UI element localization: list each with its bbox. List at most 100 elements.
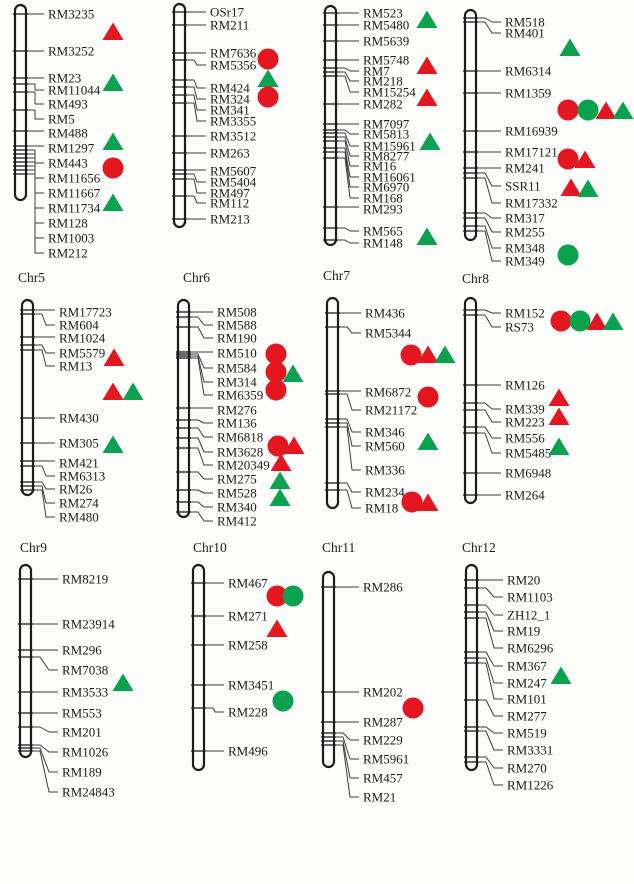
- marker-label: RM274: [59, 496, 99, 511]
- qtl-red-triangle: [416, 56, 438, 74]
- marker-label: RM277: [507, 709, 547, 724]
- marker-label: RM263: [210, 146, 250, 161]
- leader-line: [28, 91, 44, 105]
- marker-label: RM496: [228, 744, 268, 759]
- qtl-red-circle: [265, 343, 287, 365]
- qtl-red-triangle: [548, 388, 570, 406]
- qtl-red-triangle: [270, 453, 292, 471]
- leader-line: [338, 71, 359, 82]
- chromosome-bar: [321, 570, 336, 769]
- leader-line: [479, 761, 503, 786]
- leader-line: [479, 756, 503, 769]
- qtl-red-triangle: [283, 436, 305, 454]
- leader-line: [479, 730, 503, 751]
- marker-label: RM421: [59, 456, 99, 471]
- leader-line: [33, 747, 58, 773]
- chromosome-label: Chr12: [462, 540, 496, 555]
- marker-label: RM201: [62, 725, 102, 740]
- marker-label: RM17121: [505, 145, 558, 160]
- marker-label: RM430: [59, 411, 99, 426]
- marker-label: RM346: [365, 425, 405, 440]
- marker-label: RM508: [217, 305, 257, 320]
- leader-line: [338, 75, 359, 93]
- leader-line: [340, 426, 361, 471]
- leader-line: [28, 161, 44, 209]
- qtl-red-triangle: [417, 345, 439, 363]
- qtl-green-triangle: [434, 345, 456, 363]
- marker-label: RM340: [217, 500, 257, 515]
- marker-label: RM3235: [48, 7, 94, 22]
- marker-label: RM510: [217, 346, 257, 361]
- leader-line: [478, 230, 501, 262]
- qtl-red-circle: [257, 48, 279, 70]
- marker-label: RM5480: [363, 18, 409, 33]
- qtl-red-circle: [257, 86, 279, 108]
- qtl-red-circle: [550, 310, 572, 332]
- marker-label: RM241: [505, 161, 545, 176]
- leader-line: [191, 357, 213, 396]
- marker-label: RM314: [217, 375, 257, 390]
- marker-label: RM23: [48, 71, 81, 86]
- marker-label: RM305: [59, 436, 99, 451]
- qtl-green-triangle: [416, 227, 438, 245]
- marker-label: RM457: [363, 771, 403, 786]
- marker-label: RM286: [363, 580, 403, 595]
- marker-label: RM6948: [505, 466, 551, 481]
- marker-label: RM412: [217, 514, 257, 529]
- qtl-red-circle: [267, 435, 289, 457]
- marker-label: RS73: [505, 320, 534, 335]
- chromosome-bar: [172, 2, 187, 229]
- leader-line: [478, 172, 501, 187]
- leader-line: [33, 750, 58, 793]
- marker-label: RM5579: [59, 346, 105, 361]
- leader-line: [191, 316, 213, 326]
- marker-label: RM5404: [210, 175, 257, 190]
- marker-label: RM436: [365, 306, 405, 321]
- leader-line: [187, 79, 206, 89]
- marker-label: RM11044: [48, 83, 101, 98]
- qtl-green-triangle: [417, 432, 439, 450]
- marker-label: RM493: [48, 97, 88, 112]
- marker-label: RM336: [365, 463, 405, 478]
- marker-label: RM523: [363, 6, 403, 21]
- marker-label: RM16939: [505, 124, 558, 139]
- leader-line: [479, 699, 503, 717]
- marker-label: RM3451: [228, 678, 274, 693]
- qtl-red-triangle: [266, 619, 288, 637]
- leader-line: [28, 169, 44, 239]
- marker-label: RM5639: [363, 34, 409, 49]
- chromosome-bar: [463, 296, 478, 505]
- marker-label: RM518: [505, 15, 545, 30]
- marker-label: RM7: [363, 64, 390, 79]
- marker-label: RM588: [217, 318, 257, 333]
- marker-label: RM168: [363, 191, 403, 206]
- qtl-red-triangle: [103, 348, 125, 366]
- marker-label: RM519: [507, 726, 547, 741]
- qtl-green-triangle: [122, 382, 144, 400]
- marker-label: RM190: [217, 331, 257, 346]
- leader-line: [336, 744, 359, 798]
- marker-label: RM5748: [363, 53, 409, 68]
- leader-line: [191, 437, 213, 453]
- leader-line: [187, 59, 206, 66]
- marker-label: RM6359: [217, 388, 263, 403]
- marker-label: RM20349: [217, 458, 270, 473]
- chromosome-chr10: Chr10 RM467 RM271 RM258 RM3451 RM228 RM496: [191, 540, 304, 772]
- marker-label: RM424: [210, 81, 250, 96]
- leader-line: [35, 489, 55, 518]
- qtl-green-triangle: [269, 488, 291, 506]
- qtl-red-triangle: [560, 178, 582, 196]
- leader-line: [338, 129, 359, 135]
- leader-line: [187, 178, 206, 194]
- marker-label: RM11656: [48, 171, 101, 186]
- chromosome-label: Chr10: [193, 540, 227, 555]
- leader-line: [340, 393, 361, 411]
- marker-label: RM296: [62, 643, 102, 658]
- marker-label: RM488: [48, 126, 88, 141]
- marker-label: RM6314: [505, 64, 552, 79]
- qtl-green-triangle: [612, 101, 634, 119]
- leader-line: [479, 651, 503, 667]
- leader-line: [191, 326, 213, 339]
